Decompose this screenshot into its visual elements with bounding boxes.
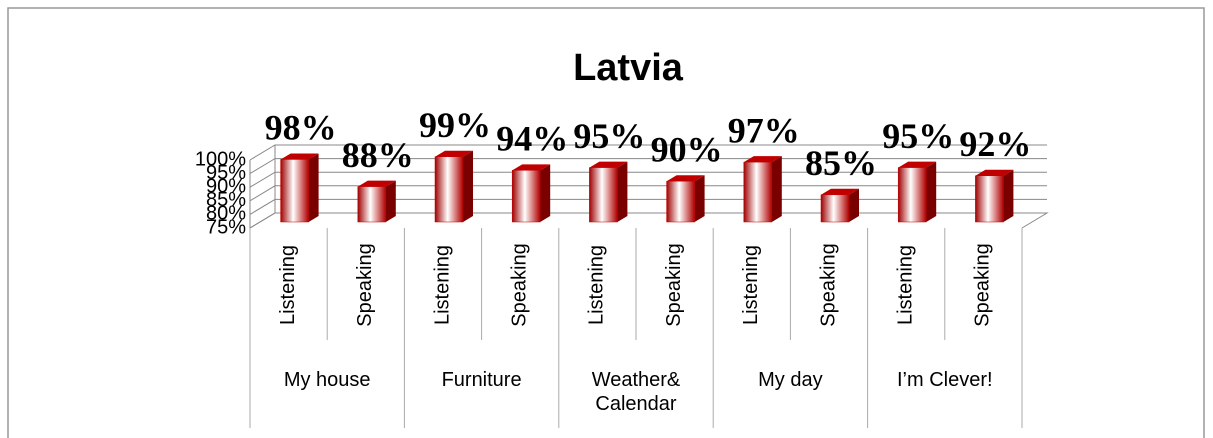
- grid-line: [249, 144, 1047, 161]
- bar-side: [926, 161, 937, 222]
- value-label: 90%: [651, 129, 723, 169]
- bar-top: [898, 161, 937, 168]
- bar: [280, 159, 309, 223]
- bar-top: [975, 169, 1014, 176]
- chart-title: Latvia: [573, 47, 684, 89]
- value-label: 95%: [573, 116, 645, 156]
- chart-frame: [7, 7, 1205, 438]
- y-tick-label: 85%: [206, 189, 246, 211]
- x-tick-label: Speaking: [354, 243, 376, 326]
- bar: [666, 180, 695, 223]
- value-label: 99%: [419, 105, 491, 145]
- value-label: 85%: [805, 143, 877, 183]
- bar-side: [540, 164, 551, 222]
- bar-side: [308, 153, 319, 222]
- group-label: Furniture: [441, 369, 522, 391]
- bar: [975, 175, 1004, 223]
- bar-top: [512, 164, 551, 171]
- grid-line: [249, 171, 1047, 188]
- bar-side: [694, 175, 705, 222]
- value-label: 98%: [265, 108, 337, 148]
- x-tick-label: Speaking: [817, 243, 839, 326]
- bar: [820, 194, 850, 223]
- bar: [897, 167, 927, 223]
- value-label: 92%: [959, 124, 1031, 164]
- group-label: My house: [283, 369, 371, 391]
- grid-line: [249, 212, 1047, 229]
- y-tick-label: 90%: [206, 175, 246, 197]
- bar-side: [385, 180, 396, 222]
- bar-side: [771, 156, 782, 222]
- y-tick-label: 95%: [206, 162, 246, 184]
- x-tick-label: Listening: [740, 245, 762, 325]
- value-label: 97%: [728, 110, 800, 150]
- group-label: My day: [758, 369, 823, 391]
- bar: [434, 156, 464, 223]
- x-tick-label: Speaking: [972, 243, 994, 326]
- bar-top: [435, 150, 473, 157]
- value-label: 94%: [496, 119, 568, 159]
- bar-side: [617, 161, 628, 222]
- value-label: 88%: [342, 135, 414, 175]
- bar-top: [821, 188, 859, 195]
- group-label: Weather& Calendar: [591, 369, 681, 415]
- bar-top: [666, 175, 705, 182]
- bar: [743, 161, 773, 223]
- bar-side: [849, 188, 859, 222]
- x-tick-label: Listening: [894, 245, 916, 325]
- bar-top: [589, 161, 628, 168]
- x-tick-label: Listening: [586, 245, 608, 325]
- grid-line: [249, 198, 1047, 215]
- value-label: 95%: [882, 116, 954, 156]
- bar-side: [463, 150, 473, 222]
- y-tick-label: 80%: [206, 203, 246, 225]
- grid-line: [249, 158, 1047, 175]
- bar: [357, 186, 387, 223]
- bar: [589, 167, 618, 223]
- x-tick-label: Listening: [277, 245, 299, 325]
- grid-line: [249, 185, 1047, 202]
- group-label: I’m Clever!: [897, 369, 993, 391]
- bar-top: [280, 153, 319, 160]
- y-tick-label: 75%: [206, 216, 246, 238]
- x-tick-label: Speaking: [508, 243, 530, 326]
- x-tick-label: Listening: [431, 245, 453, 325]
- bar: [511, 170, 541, 223]
- bar-side: [1003, 169, 1014, 222]
- bar-top: [357, 180, 396, 187]
- bar-top: [743, 156, 782, 163]
- x-tick-label: Speaking: [663, 243, 685, 326]
- y-tick-label: 100%: [195, 148, 246, 170]
